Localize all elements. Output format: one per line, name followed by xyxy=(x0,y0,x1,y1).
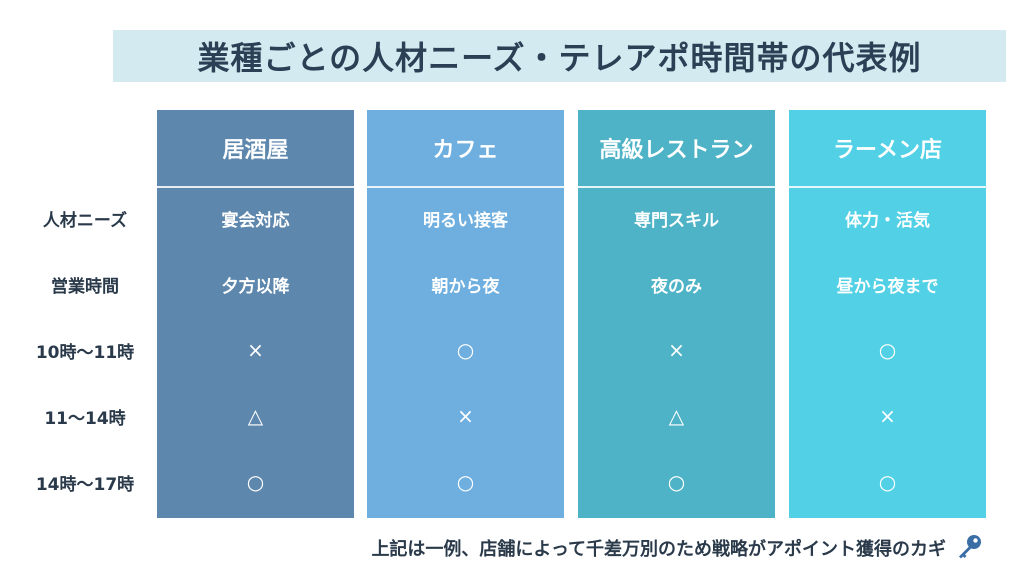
column-fine-dining: 高級レストラン 専門スキル 夜のみ × △ ○ xyxy=(578,110,775,518)
header-divider xyxy=(578,186,775,188)
cell-11-14: × xyxy=(879,404,896,428)
page-title: 業種ごとの人材ニーズ・テレアポ時間帯の代表例 xyxy=(197,39,922,77)
column-header: ラーメン店 xyxy=(832,138,943,163)
cell-14-17: ○ xyxy=(878,470,897,494)
footer-note: 上記は一例、店舗によって千差万別のため戦略がアポイント獲得のカギ xyxy=(371,531,984,565)
cell-14-17: ○ xyxy=(456,470,475,494)
footer-text: 上記は一例、店舗によって千差万別のため戦略がアポイント獲得のカギ xyxy=(371,539,946,560)
cell-10-11: ○ xyxy=(456,338,475,362)
cell-business-hours: 夕方以降 xyxy=(221,276,290,297)
cell-10-11: × xyxy=(247,338,264,362)
cell-11-14: △ xyxy=(247,404,264,428)
column-header: 居酒屋 xyxy=(222,138,289,163)
cell-14-17: ○ xyxy=(667,470,686,494)
column-cafe: カフェ 明るい接客 朝から夜 ○ × ○ xyxy=(367,110,564,518)
title-banner: 業種ごとの人材ニーズ・テレアポ時間帯の代表例 xyxy=(113,30,1006,82)
row-label-11-14: 11〜14時 xyxy=(44,408,126,429)
header-divider xyxy=(789,186,986,188)
cell-talent-needs: 体力・活気 xyxy=(845,210,930,231)
key-icon xyxy=(959,535,981,559)
column-header: カフェ xyxy=(432,138,499,163)
cell-talent-needs: 宴会対応 xyxy=(221,210,290,231)
cell-14-17: ○ xyxy=(246,470,265,494)
cell-10-11: ○ xyxy=(878,338,897,362)
cell-business-hours: 夜のみ xyxy=(651,276,702,297)
cell-10-11: × xyxy=(668,338,685,362)
column-header: 高級レストラン xyxy=(599,138,754,163)
cell-11-14: × xyxy=(457,404,474,428)
cell-business-hours: 朝から夜 xyxy=(431,276,500,297)
column-ramen: ラーメン店 体力・活気 昼から夜まで ○ × ○ xyxy=(789,110,986,518)
header-divider xyxy=(367,186,564,188)
header-divider xyxy=(157,186,354,188)
cell-11-14: △ xyxy=(668,404,685,428)
row-label-14-17: 14時〜17時 xyxy=(35,474,135,495)
cell-business-hours: 昼から夜まで xyxy=(836,276,939,297)
row-label-10-11: 10時〜11時 xyxy=(35,342,135,363)
row-label-talent-needs: 人材ニーズ xyxy=(42,210,128,231)
column-izakaya: 居酒屋 宴会対応 夕方以降 × △ ○ xyxy=(157,110,354,518)
cell-talent-needs: 専門スキル xyxy=(634,210,719,231)
row-label-business-hours: 営業時間 xyxy=(51,276,119,297)
cell-talent-needs: 明るい接客 xyxy=(423,210,508,231)
